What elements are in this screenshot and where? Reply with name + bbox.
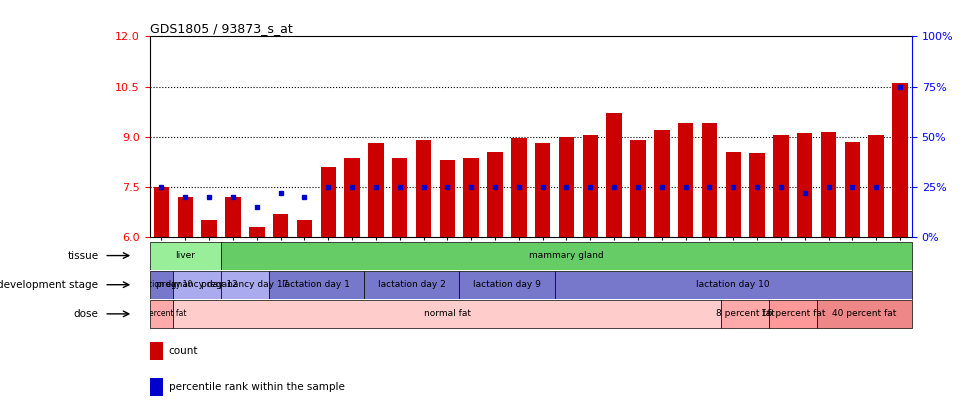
Bar bbox=[178, 197, 193, 237]
Bar bbox=[487, 152, 503, 237]
Text: 40 percent fat: 40 percent fat bbox=[832, 309, 896, 318]
Text: preganancy day 17: preganancy day 17 bbox=[201, 280, 289, 289]
Text: count: count bbox=[169, 346, 198, 356]
Bar bbox=[202, 220, 217, 237]
Bar bbox=[174, 300, 721, 328]
Bar bbox=[249, 227, 264, 237]
Text: tissue: tissue bbox=[68, 251, 98, 260]
Bar bbox=[677, 123, 693, 237]
Bar bbox=[296, 220, 312, 237]
Bar bbox=[150, 342, 163, 360]
Bar bbox=[225, 197, 240, 237]
Bar bbox=[535, 143, 550, 237]
Bar bbox=[463, 158, 479, 237]
Bar bbox=[630, 140, 646, 237]
Bar bbox=[150, 300, 174, 328]
Bar bbox=[868, 135, 884, 237]
Text: 16 percent fat: 16 percent fat bbox=[760, 309, 825, 318]
Bar bbox=[511, 139, 527, 237]
Bar bbox=[797, 133, 813, 237]
Bar bbox=[702, 123, 717, 237]
Bar bbox=[221, 271, 268, 299]
Bar bbox=[559, 137, 574, 237]
Text: development stage: development stage bbox=[0, 280, 98, 290]
Bar bbox=[844, 142, 860, 237]
Text: lactation day 1: lactation day 1 bbox=[283, 280, 350, 289]
Text: lactation day 10: lactation day 10 bbox=[697, 280, 770, 289]
Text: lactation day 9: lactation day 9 bbox=[473, 280, 540, 289]
Bar bbox=[773, 135, 788, 237]
Bar bbox=[369, 143, 384, 237]
Bar bbox=[721, 300, 769, 328]
Bar bbox=[320, 167, 336, 237]
Bar bbox=[750, 153, 765, 237]
Bar bbox=[150, 241, 221, 270]
Bar bbox=[268, 271, 364, 299]
Text: GDS1805 / 93873_s_at: GDS1805 / 93873_s_at bbox=[150, 22, 292, 35]
Bar bbox=[174, 271, 221, 299]
Bar bbox=[726, 152, 741, 237]
Bar bbox=[555, 271, 912, 299]
Bar bbox=[816, 300, 912, 328]
Bar bbox=[769, 300, 816, 328]
Text: normal fat: normal fat bbox=[424, 309, 471, 318]
Text: percentile rank within the sample: percentile rank within the sample bbox=[169, 382, 345, 392]
Text: dose: dose bbox=[73, 309, 98, 319]
Bar bbox=[150, 271, 174, 299]
Text: pregnancy day 12: pregnancy day 12 bbox=[156, 280, 238, 289]
Bar bbox=[583, 135, 598, 237]
Bar bbox=[364, 271, 459, 299]
Bar bbox=[606, 113, 621, 237]
Text: liver: liver bbox=[176, 251, 195, 260]
Bar bbox=[654, 130, 670, 237]
Bar bbox=[440, 160, 455, 237]
Bar bbox=[392, 158, 407, 237]
Bar bbox=[821, 132, 837, 237]
Text: lactation day 10: lactation day 10 bbox=[130, 280, 193, 289]
Bar bbox=[150, 378, 163, 396]
Bar bbox=[273, 213, 289, 237]
Bar bbox=[893, 83, 908, 237]
Bar bbox=[345, 158, 360, 237]
Text: 8 percent fat: 8 percent fat bbox=[716, 309, 775, 318]
Bar bbox=[153, 187, 169, 237]
Text: lactation day 2: lactation day 2 bbox=[377, 280, 446, 289]
Bar bbox=[459, 271, 555, 299]
Bar bbox=[416, 140, 431, 237]
Text: mammary gland: mammary gland bbox=[529, 251, 604, 260]
Text: 8 percent fat: 8 percent fat bbox=[137, 309, 186, 318]
